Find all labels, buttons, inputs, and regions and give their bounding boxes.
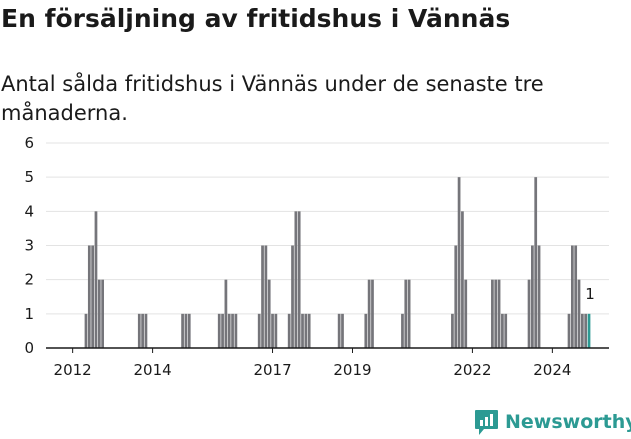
bar: [141, 313, 144, 348]
bar: [97, 279, 101, 348]
bar: [451, 313, 454, 348]
bar: [91, 245, 95, 348]
y-tick-label: 3: [24, 237, 34, 255]
bar: [364, 313, 368, 348]
bar: [494, 279, 498, 348]
newsworthy-logo-icon: [475, 409, 498, 435]
bar: [264, 245, 268, 348]
bar: [224, 279, 228, 348]
bar: [401, 313, 404, 348]
bar: [304, 313, 308, 348]
bar: [501, 313, 504, 348]
newsworthy-logo[interactable]: Newsworthy: [474, 406, 631, 438]
bar: [587, 313, 591, 348]
x-tick-label: 2014: [134, 361, 172, 379]
bar: [274, 313, 278, 348]
bar: [404, 279, 408, 348]
bar: [137, 313, 141, 348]
bar: [94, 211, 98, 348]
bar: [227, 313, 231, 348]
bar: [261, 245, 264, 348]
brand-name: Newsworthy: [505, 411, 631, 433]
x-tick-label: 2024: [533, 361, 571, 379]
bar: [371, 279, 374, 348]
bar: [87, 245, 91, 348]
bar: [497, 279, 501, 348]
bar: [184, 313, 188, 348]
bar: [297, 211, 301, 348]
bar: [461, 211, 464, 348]
bar: [101, 279, 104, 348]
bar: [534, 177, 538, 348]
bar: [257, 313, 261, 348]
bar: [407, 279, 411, 348]
y-tick-label: 6: [24, 134, 34, 152]
bar: [577, 279, 581, 348]
bar: [221, 313, 224, 348]
x-tick-label: 2012: [54, 361, 92, 379]
bar: [567, 313, 571, 348]
bar: [291, 245, 294, 348]
y-tick-label: 4: [24, 202, 34, 220]
bar: [367, 279, 371, 348]
bar: [527, 279, 531, 348]
bar: [181, 313, 184, 348]
bar: [84, 313, 88, 348]
bar: [187, 313, 191, 348]
bar: [294, 211, 298, 348]
bar: [217, 313, 221, 348]
bar: [504, 313, 508, 348]
bar: [337, 313, 341, 348]
bars: [84, 177, 591, 348]
bar: [580, 313, 584, 348]
bar: [144, 313, 148, 348]
bar: [457, 177, 461, 348]
bar: [234, 313, 238, 348]
bar: [231, 313, 234, 348]
y-tick-label: 5: [24, 168, 34, 186]
bar: [537, 245, 541, 348]
data-label: 1: [585, 285, 595, 303]
bar-chart: 0 1 2 3 4 5 6 2012 2014 2017 2019 2022 2024 1: [24, 134, 609, 379]
gridlines: [46, 142, 609, 315]
bar: [574, 245, 578, 348]
bar: [570, 245, 574, 348]
bar: [287, 313, 291, 348]
bar: [531, 245, 534, 348]
x-tick-label: 2019: [333, 361, 371, 379]
chart-title: En försäljning av fritidshus i Vännäs: [1, 4, 511, 33]
bar: [584, 313, 588, 348]
axes: 0 1 2 3 4 5 6 2012 2014 2017 2019 2022 2024 1: [24, 134, 609, 379]
y-tick-label: 1: [24, 305, 34, 323]
bar: [454, 245, 458, 348]
y-tick-label: 0: [24, 339, 34, 357]
chart-subtitle: Antal sålda fritidshus i Vännäs under de…: [1, 72, 544, 125]
y-tick-label: 2: [24, 271, 34, 289]
bar: [301, 313, 304, 348]
bar: [491, 279, 494, 348]
x-tick-label: 2017: [253, 361, 291, 379]
bar: [267, 279, 271, 348]
bar: [307, 313, 311, 348]
bar: [341, 313, 344, 348]
bar: [271, 313, 274, 348]
bar: [464, 279, 468, 348]
x-tick-label: 2022: [453, 361, 491, 379]
